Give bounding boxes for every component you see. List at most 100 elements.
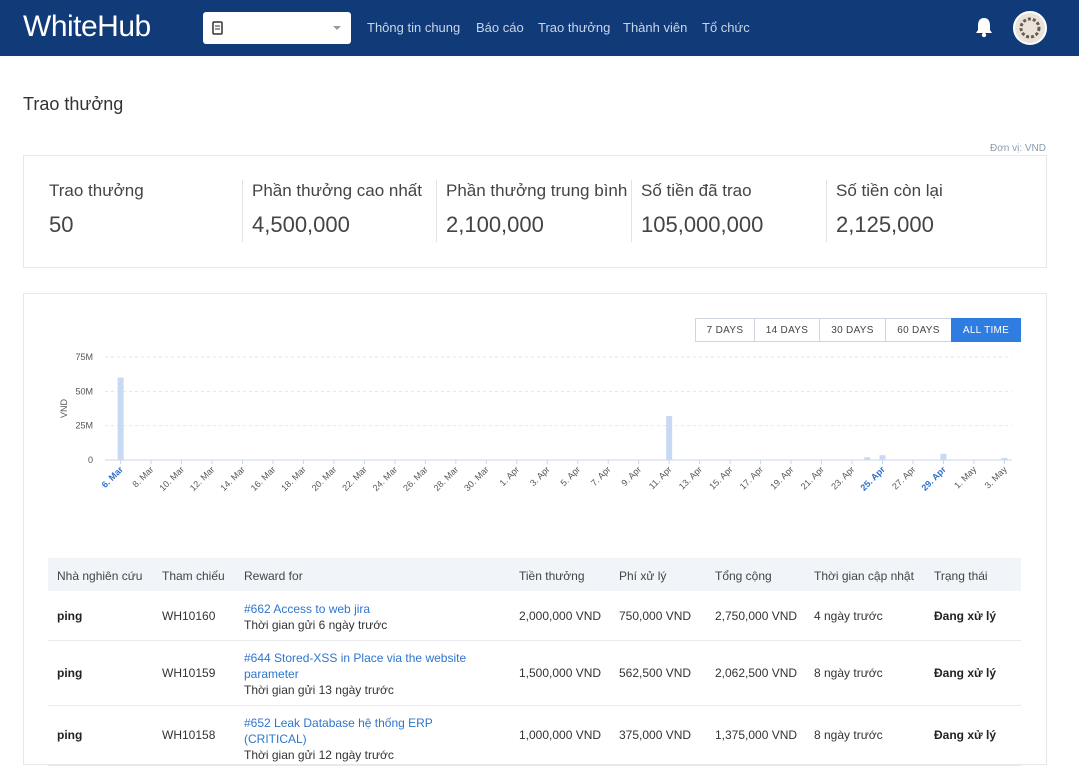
x-tick-label: 30. Mar bbox=[462, 464, 491, 493]
x-tick-label: 3. May bbox=[983, 464, 1010, 491]
x-tick-label: 7. Apr bbox=[589, 464, 613, 488]
cell-reward: 1,000,000 VND bbox=[519, 728, 602, 742]
x-tick-label: 18. Mar bbox=[279, 464, 308, 493]
bar bbox=[864, 457, 871, 460]
cell-reference: WH10158 bbox=[162, 728, 216, 742]
x-tick-label: 22. Mar bbox=[340, 464, 369, 493]
x-tick-label: 8. Mar bbox=[130, 464, 155, 489]
nav-link[interactable]: Báo cáo bbox=[476, 20, 524, 35]
bar bbox=[666, 416, 673, 460]
cell-updated: 8 ngày trước bbox=[814, 665, 883, 680]
y-tick-label: 25M bbox=[75, 421, 93, 431]
x-tick-label: 23. Apr bbox=[829, 464, 856, 491]
column-header: Trạng thái bbox=[934, 569, 988, 583]
x-tick-label: 10. Mar bbox=[157, 464, 186, 493]
unit-note: Đơn vị: VND bbox=[989, 143, 1046, 154]
stat-separator bbox=[826, 180, 827, 242]
nav-link[interactable]: Tổ chức bbox=[702, 20, 750, 35]
table-header-bg bbox=[48, 558, 1021, 591]
x-tick-label: 15. Apr bbox=[707, 464, 734, 491]
column-header: Thời gian cập nhật bbox=[814, 569, 914, 583]
cell-updated: 4 ngày trước bbox=[814, 608, 883, 623]
range-button[interactable]: ALL TIME bbox=[951, 318, 1021, 342]
bar bbox=[1001, 457, 1008, 460]
x-tick-label: 12. Mar bbox=[188, 464, 217, 493]
x-tick-label: 28. Mar bbox=[432, 464, 461, 493]
stat-value: 2,100,000 bbox=[446, 212, 544, 237]
cell-total: 2,062,500 VND bbox=[715, 665, 798, 680]
column-header: Tham chiếu bbox=[162, 569, 225, 583]
header bbox=[0, 0, 1079, 56]
reward-submitted: Thời gian gửi 6 ngày trước bbox=[244, 618, 388, 632]
column-header: Nhà nghiên cứu bbox=[57, 569, 143, 583]
select-icons bbox=[212, 21, 341, 35]
x-tick-label: 14. Mar bbox=[218, 464, 247, 493]
cell-total: 2,750,000 VND bbox=[715, 608, 798, 623]
cell-status: Đang xử lý bbox=[934, 728, 997, 742]
reward-link[interactable]: #652 Leak Database hệ thống ERP (CRITICA… bbox=[244, 716, 433, 746]
stat-label: Số tiền đã trao bbox=[641, 181, 752, 200]
cell-researcher: ping bbox=[57, 608, 83, 623]
x-tick-label: 26. Mar bbox=[401, 464, 430, 493]
stat-value: 2,125,000 bbox=[836, 212, 934, 237]
cell-status: Đang xử lý bbox=[934, 665, 997, 680]
nav-link[interactable]: Trao thưởng bbox=[538, 20, 611, 35]
stat-value: 105,000,000 bbox=[641, 212, 764, 237]
x-tick-label: 9. Apr bbox=[619, 464, 643, 488]
x-tick-label: 29. Apr bbox=[919, 464, 948, 493]
stat-value: 4,500,000 bbox=[252, 212, 350, 237]
stat-value: 50 bbox=[49, 212, 74, 237]
bar bbox=[117, 377, 124, 460]
row-divider bbox=[48, 640, 1021, 641]
x-tick-label: 21. Apr bbox=[799, 464, 826, 491]
range-button[interactable]: 60 DAYS bbox=[885, 318, 952, 342]
stats-card bbox=[23, 155, 1047, 268]
nav-link[interactable]: Thành viên bbox=[623, 20, 688, 35]
cell-researcher: ping bbox=[57, 665, 83, 680]
row-divider bbox=[48, 705, 1021, 706]
x-tick-label: 20. Mar bbox=[310, 464, 339, 493]
cell-status: Đang xử lý bbox=[934, 608, 997, 623]
cell-researcher: ping bbox=[57, 728, 83, 742]
cell-reference: WH10159 bbox=[162, 665, 216, 680]
stat-label: Số tiền còn lại bbox=[836, 181, 943, 200]
y-axis-label: VND bbox=[59, 399, 69, 419]
reward-link[interactable]: #644 Stored-XSS in Place via the website… bbox=[244, 651, 467, 681]
cell-reward: 2,000,000 VND bbox=[519, 608, 602, 623]
bell-icon[interactable] bbox=[974, 16, 994, 38]
nav-link[interactable]: Thông tin chung bbox=[367, 20, 461, 35]
range-button[interactable]: 30 DAYS bbox=[819, 318, 886, 342]
reward-link[interactable]: #662 Access to web jira bbox=[244, 602, 371, 616]
cell-fee: 375,000 VND bbox=[619, 728, 692, 742]
cell-fee: 562,500 VND bbox=[619, 665, 692, 680]
reward-submitted: Thời gian gửi 13 ngày trước bbox=[244, 683, 394, 697]
x-tick-label: 16. Mar bbox=[249, 464, 278, 493]
y-tick-label: 50M bbox=[75, 386, 93, 396]
avatar[interactable] bbox=[1013, 11, 1047, 45]
stat-separator bbox=[436, 180, 437, 242]
stat-label: Trao thưởng bbox=[49, 181, 144, 200]
bar bbox=[879, 455, 886, 460]
range-button[interactable]: 7 DAYS bbox=[695, 318, 755, 342]
cell-reference: WH10160 bbox=[162, 608, 216, 623]
y-tick-label: 0 bbox=[88, 455, 93, 465]
x-tick-label: 3. Apr bbox=[528, 464, 552, 488]
stat-label: Phần thưởng trung bình bbox=[446, 181, 628, 200]
column-header: Tiền thưởng bbox=[519, 569, 585, 583]
x-tick-label: 24. Mar bbox=[371, 464, 400, 493]
project-select[interactable] bbox=[203, 12, 351, 44]
x-tick-label: 13. Apr bbox=[677, 464, 704, 491]
page-title: Trao thưởng bbox=[23, 94, 124, 114]
cell-total: 1,375,000 VND bbox=[715, 728, 798, 742]
x-tick-label: 17. Apr bbox=[738, 464, 765, 491]
x-tick-label: 5. Apr bbox=[558, 464, 582, 488]
stat-label: Phần thưởng cao nhất bbox=[252, 181, 422, 200]
logo[interactable]: WhiteHub bbox=[23, 10, 151, 43]
cell-updated: 8 ngày trước bbox=[814, 728, 883, 742]
x-tick-label: 19. Apr bbox=[768, 464, 795, 491]
column-header: Phí xử lý bbox=[619, 569, 667, 583]
x-tick-label: 27. Apr bbox=[890, 464, 917, 491]
range-button[interactable]: 14 DAYS bbox=[754, 318, 820, 342]
cell-fee: 750,000 VND bbox=[619, 608, 692, 623]
